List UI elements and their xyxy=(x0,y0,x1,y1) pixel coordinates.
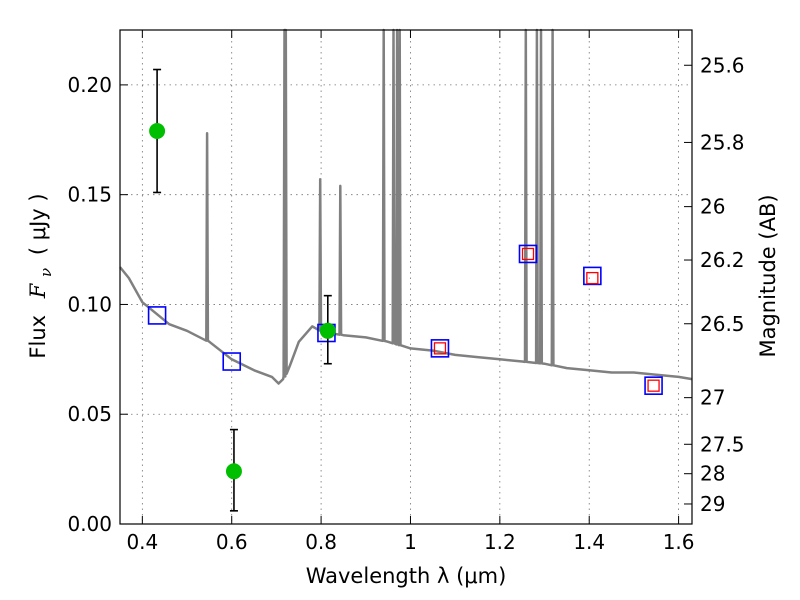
y-tick-label: 0.05 xyxy=(67,402,112,426)
y-axis-label-symbol: F xyxy=(26,282,50,299)
model-photometry-box xyxy=(644,376,663,395)
magnitude-tick-label: 26 xyxy=(700,195,725,219)
magnitude-tick-label: 27 xyxy=(700,386,725,410)
y-tick-label: 0.00 xyxy=(67,512,112,536)
magnitude-tick-label: 26.5 xyxy=(700,312,745,336)
axis-ticks: 0.4 0.6 0.8 1 1.2 1.4 1.6 0.00 0.05 0.10 0.15 0.20 2… xyxy=(67,30,745,554)
sed-model-line xyxy=(119,28,693,385)
y-axis-label-subscript: ν xyxy=(37,268,55,277)
upper-limit-box xyxy=(521,247,535,261)
observed-point xyxy=(149,122,166,139)
right-axis-label: Magnitude (AB) xyxy=(756,194,780,357)
x-tick-label: 0.8 xyxy=(305,530,337,554)
y-axis-label-units: ( μJy ) xyxy=(26,193,50,255)
model-photometry-box xyxy=(518,244,538,264)
sed-model-spectrum xyxy=(119,28,693,385)
magnitude-tick-label: 25.6 xyxy=(700,53,745,77)
magnitude-tick-label: 28 xyxy=(700,462,725,486)
upper-limit-box xyxy=(647,379,660,392)
observed-photometry xyxy=(149,68,336,512)
x-tick-label: 1.2 xyxy=(484,530,516,554)
upper-limit-box xyxy=(433,342,447,355)
y-axis-label-prefix: Flux xyxy=(26,315,50,359)
observed-point xyxy=(319,322,336,339)
y-tick-label: 0.15 xyxy=(67,183,112,207)
model-photometry-box xyxy=(147,306,167,325)
model-photometry-box xyxy=(583,266,602,286)
model-photometry-boxes xyxy=(147,244,663,395)
x-tick-label: 1.6 xyxy=(663,530,695,554)
x-tick-label: 0.4 xyxy=(126,530,158,554)
model-photometry-box xyxy=(430,339,450,358)
x-tick-label: 1 xyxy=(404,530,417,554)
x-axis-label: Wavelength λ (μm) xyxy=(306,564,507,588)
y-tick-label: 0.20 xyxy=(67,73,112,97)
upper-limit-box xyxy=(586,271,599,285)
magnitude-tick-label: 29 xyxy=(700,492,725,516)
y-axis-label: Flux F ν ( μJy ) xyxy=(26,193,56,358)
x-tick-label: 0.6 xyxy=(216,530,248,554)
plot-frame xyxy=(119,29,693,525)
magnitude-tick-label: 27.5 xyxy=(700,432,745,456)
y-tick-label: 0.10 xyxy=(67,292,112,316)
model-photometry-box xyxy=(222,352,242,371)
x-tick-label: 1.4 xyxy=(573,530,605,554)
magnitude-tick-label: 26.2 xyxy=(700,248,745,272)
observed-point xyxy=(225,463,242,480)
magnitude-tick-label: 25.8 xyxy=(700,130,745,154)
